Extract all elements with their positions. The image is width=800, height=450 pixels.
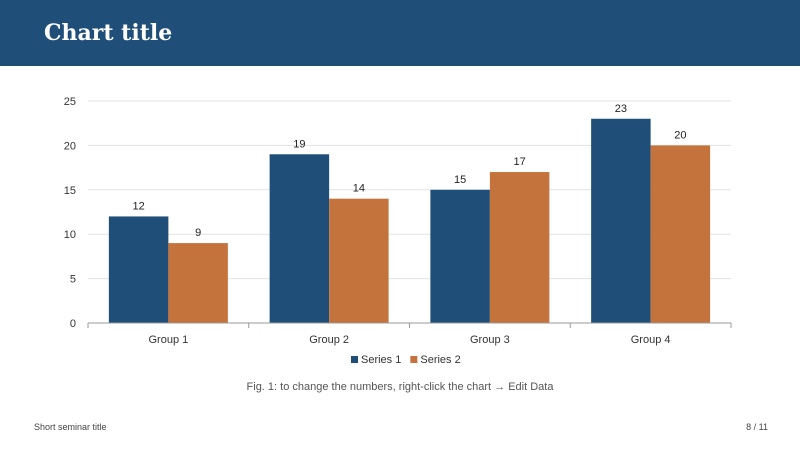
x-axis: Group 1 Group 2 Group 3 Group 4	[87, 322, 732, 346]
legend-swatch	[410, 356, 418, 363]
y-tick-label: 0	[70, 318, 76, 330]
y-tick-label: 10	[64, 229, 76, 241]
data-label: 17	[514, 156, 526, 168]
bar-1-2	[269, 154, 330, 323]
footer-seminar-title: Short seminar title	[34, 422, 107, 432]
title-bar: Chart title	[0, 0, 800, 66]
page-number: 8 / 11	[746, 422, 768, 432]
data-label: 23	[615, 103, 627, 115]
bar-2-1	[168, 243, 228, 323]
data-label: 20	[674, 129, 686, 141]
slide-title: Chart title	[44, 20, 173, 46]
data-label: 9	[195, 227, 201, 239]
bar-2-3	[489, 172, 550, 323]
y-tick-label: 20	[64, 140, 76, 152]
legend-swatch	[351, 356, 358, 363]
x-tick-label: Group 2	[309, 334, 349, 346]
y-tick-label: 25	[64, 96, 76, 108]
y-tick-label: 5	[70, 274, 76, 286]
bar-1-3	[430, 189, 490, 323]
data-label: 19	[293, 138, 305, 150]
bar-1-1	[108, 216, 169, 323]
y-tick-label: 15	[64, 185, 76, 197]
data-label: 14	[353, 183, 365, 195]
bars: 12 9 19 14 15 17 23 20	[108, 103, 711, 323]
legend-label: Series 2	[420, 354, 460, 366]
data-label: 12	[133, 200, 145, 212]
x-tick-label: Group 4	[631, 334, 671, 346]
data-label: 15	[454, 174, 466, 186]
figure-caption: Fig. 1: to change the numbers, right-cli…	[246, 381, 554, 393]
legend: Series 1 Series 2	[351, 354, 461, 366]
y-axis: 0 5 10 15 20 25	[64, 96, 76, 330]
bar-2-2	[329, 198, 389, 323]
legend-label: Series 1	[361, 354, 401, 366]
x-tick-label: Group 3	[470, 334, 510, 346]
x-tick-label: Group 1	[149, 334, 189, 346]
bar-2-4	[650, 145, 711, 323]
bar-1-4	[591, 118, 651, 323]
